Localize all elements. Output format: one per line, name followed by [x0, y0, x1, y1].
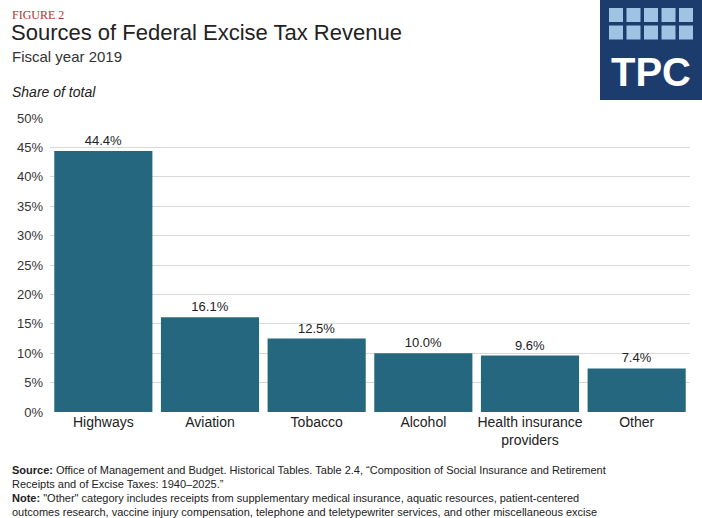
svg-text:Alcohol: Alcohol — [400, 414, 446, 430]
svg-text:7.4%: 7.4% — [622, 350, 652, 365]
svg-text:35%: 35% — [17, 199, 43, 214]
svg-text:Sources of Federal Excise Tax: Sources of Federal Excise Tax Revenue — [11, 20, 402, 45]
svg-text:Tobacco: Tobacco — [291, 414, 343, 430]
svg-text:FIGURE 2: FIGURE 2 — [12, 8, 64, 22]
svg-text:Highways: Highways — [73, 414, 134, 430]
svg-text:20%: 20% — [17, 287, 43, 302]
svg-text:40%: 40% — [17, 169, 43, 184]
svg-text:TPC: TPC — [611, 50, 691, 94]
svg-text:5%: 5% — [24, 375, 43, 390]
svg-text:Source: Office of Management a: Source: Office of Management and Budget.… — [12, 464, 606, 490]
svg-text:10%: 10% — [17, 346, 43, 361]
svg-text:Share of total: Share of total — [12, 84, 96, 100]
svg-text:0%: 0% — [24, 405, 43, 420]
svg-text:Other: Other — [619, 414, 654, 430]
svg-text:Aviation: Aviation — [185, 414, 235, 430]
svg-text:Health insuranceproviders: Health insuranceproviders — [477, 414, 582, 448]
svg-text:16.1%: 16.1% — [191, 299, 228, 314]
svg-text:50%: 50% — [17, 111, 43, 126]
svg-text:9.6%: 9.6% — [515, 338, 545, 353]
svg-text:Fiscal year 2019: Fiscal year 2019 — [12, 48, 122, 65]
svg-text:44.4%: 44.4% — [85, 133, 122, 148]
svg-text:12.5%: 12.5% — [298, 321, 335, 336]
svg-text:30%: 30% — [17, 228, 43, 243]
svg-text:15%: 15% — [17, 316, 43, 331]
svg-text:10.0%: 10.0% — [405, 335, 442, 350]
svg-text:25%: 25% — [17, 258, 43, 273]
svg-text:45%: 45% — [17, 140, 43, 155]
svg-text:Note: "Other" category include: Note: "Other" category includes receipts… — [12, 492, 597, 518]
